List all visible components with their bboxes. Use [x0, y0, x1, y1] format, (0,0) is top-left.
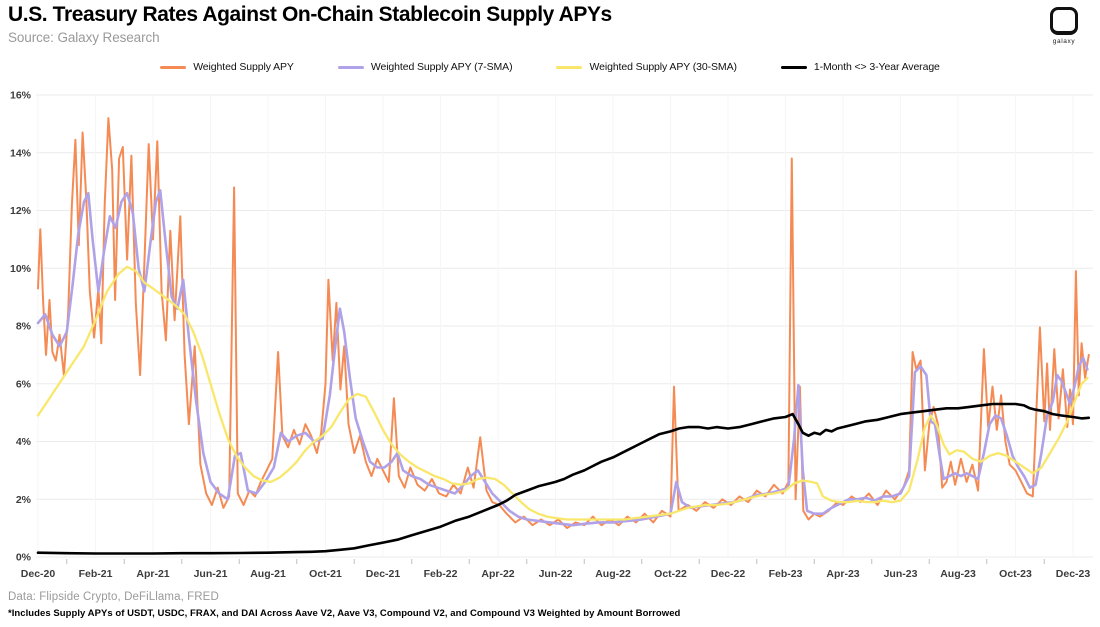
legend-item-label: 1-Month <> 3-Year Average — [813, 61, 940, 73]
purple-line-swatch-icon — [337, 65, 364, 69]
galaxy-logo-label: galaxy — [1052, 38, 1076, 45]
header: U.S. Treasury Rates Against On-Chain Sta… — [8, 3, 612, 45]
source-label: Source: Galaxy Research — [8, 30, 160, 46]
svg-text:Feb-23: Feb-23 — [769, 568, 803, 580]
legend-item-weighted-supply-apy-30sma[interactable]: Weighted Supply APY (30-SMA) — [556, 61, 737, 73]
svg-text:Dec-23: Dec-23 — [1056, 568, 1091, 580]
legend-item-label: Weighted Supply APY (30-SMA) — [589, 61, 737, 73]
svg-text:Apr-23: Apr-23 — [826, 568, 859, 580]
chart-legend: Weighted Supply APY Weighted Supply APY … — [0, 61, 1100, 73]
yellow-line-swatch-icon — [556, 65, 583, 69]
svg-text:8%: 8% — [16, 321, 32, 333]
svg-text:6%: 6% — [16, 378, 32, 390]
svg-text:Dec-20: Dec-20 — [21, 568, 56, 580]
galaxy-logo-icon — [1050, 7, 1078, 35]
svg-text:Aug-22: Aug-22 — [595, 568, 631, 580]
svg-text:Dec-22: Dec-22 — [711, 568, 746, 580]
page-title: U.S. Treasury Rates Against On-Chain Sta… — [8, 3, 612, 26]
svg-text:Feb-22: Feb-22 — [424, 568, 458, 580]
svg-text:Oct-23: Oct-23 — [999, 568, 1032, 580]
svg-text:Apr-22: Apr-22 — [481, 568, 514, 580]
svg-text:14%: 14% — [10, 147, 32, 159]
legend-item-weighted-supply-apy[interactable]: Weighted Supply APY — [160, 61, 294, 73]
svg-text:Apr-21: Apr-21 — [136, 568, 169, 580]
svg-text:Jun-22: Jun-22 — [539, 568, 573, 580]
legend-item-label: Weighted Supply APY (7-SMA) — [370, 61, 513, 73]
svg-text:0%: 0% — [16, 552, 32, 564]
svg-text:4%: 4% — [16, 436, 32, 448]
legend-item-weighted-supply-apy-7sma[interactable]: Weighted Supply APY (7-SMA) — [337, 61, 513, 73]
black-line-swatch-icon — [780, 65, 807, 69]
data-source-note: Data: Flipside Crypto, DeFiLlama, FRED — [8, 591, 219, 603]
svg-text:Jun-23: Jun-23 — [884, 568, 918, 580]
svg-text:Feb-21: Feb-21 — [79, 568, 113, 580]
svg-text:Aug-23: Aug-23 — [940, 568, 976, 580]
footer: Data: Flipside Crypto, DeFiLlama, FRED *… — [8, 591, 1088, 619]
svg-text:16%: 16% — [10, 90, 32, 102]
legend-item-treasury-average[interactable]: 1-Month <> 3-Year Average — [780, 61, 940, 73]
legend-item-label: Weighted Supply APY — [193, 61, 294, 73]
svg-text:Dec-21: Dec-21 — [366, 568, 401, 580]
svg-text:Aug-21: Aug-21 — [250, 568, 286, 580]
chart-plot: 0% 2% 4% 6% 8% 10% 12% 14% 16% Dec-20 Feb-21 Apr-21… — [10, 90, 1093, 580]
svg-text:Jun-21: Jun-21 — [194, 568, 228, 580]
galaxy-logo: galaxy — [1041, 7, 1087, 45]
svg-text:Oct-21: Oct-21 — [309, 568, 342, 580]
svg-text:2%: 2% — [16, 494, 32, 506]
svg-text:10%: 10% — [10, 263, 32, 275]
orange-line-swatch-icon — [160, 65, 187, 69]
svg-text:12%: 12% — [10, 205, 32, 217]
svg-text:Oct-22: Oct-22 — [654, 568, 687, 580]
footnote: *Includes Supply APYs of USDT, USDC, FRA… — [8, 608, 681, 619]
